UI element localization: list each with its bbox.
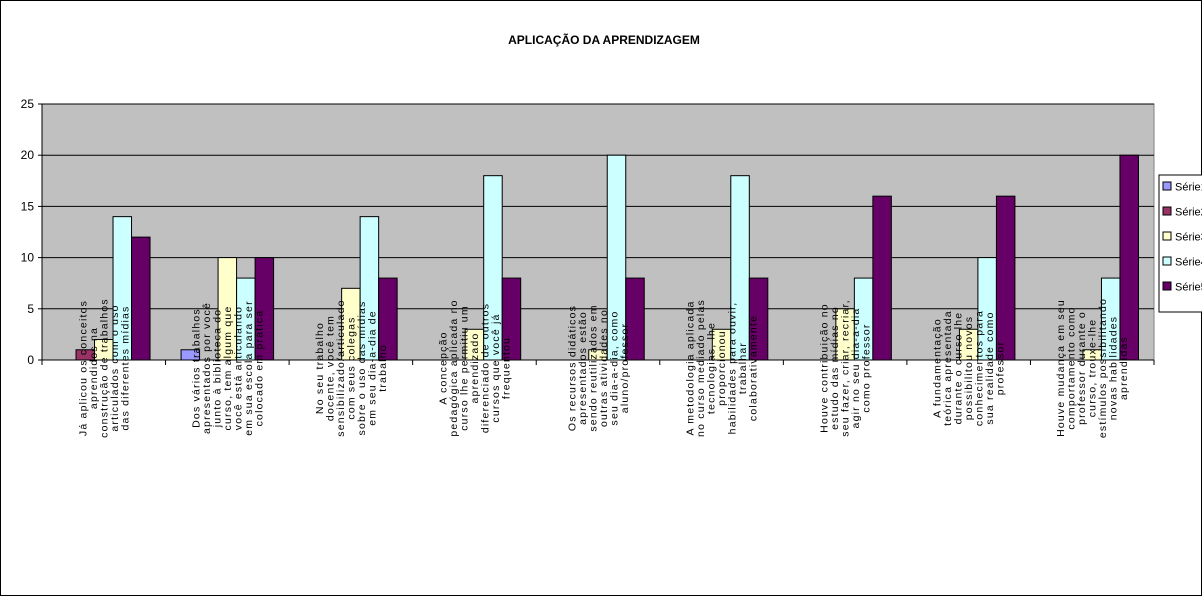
x-tick-label-line: professor (995, 341, 1007, 396)
x-tick-label-line: Dos vários trabalhos (190, 308, 202, 428)
bar-série5-cat8 (995, 195, 1016, 361)
x-tick-label-line: construção de trabalhos (98, 298, 110, 438)
x-tick-label-line: estímulos possibilitando (1097, 298, 1109, 438)
x-tick-label-line: outras atividades no (598, 309, 610, 427)
x-tick-label-line: A fundamentação (932, 318, 944, 418)
x-tick-label-line: A metodologia aplicada (685, 301, 697, 436)
legend-swatch-série4 (1162, 256, 1172, 266)
x-tick-label-line: curso lhe permitiu um (458, 305, 470, 431)
x-tick-label-line: pedagógica aplicada no (448, 299, 460, 436)
bar-série5-cat9 (1119, 154, 1139, 361)
x-tick-label-line: possibilitou novos (963, 316, 975, 420)
x-tick-label-line: como professor (861, 323, 873, 412)
x-tick-label-line: apresentados estão (577, 311, 589, 425)
y-tick-label: 20 (21, 148, 35, 162)
legend-label-série3: Série3 (1175, 232, 1202, 244)
bar-série5-cat7 (872, 195, 892, 361)
x-tick-label-line: aluno/professor (619, 323, 631, 413)
x-tick-label-line: proporcionou (716, 330, 728, 406)
x-tick-label-line: teórica apresentada (942, 310, 954, 426)
x-tick-label-line: em seu dia-a-dia de (366, 310, 378, 426)
x-tick-label-line: sua realidade como (984, 311, 996, 424)
x-tick-label-line: No seu trabalho (314, 322, 326, 414)
x-tick-label-line: Os recursos didáticos (566, 305, 578, 431)
legend-swatch-série5 (1162, 281, 1172, 291)
chart-title: APLICAÇÃO DA APRENDIZAGEM (508, 32, 700, 47)
axes (38, 103, 1155, 365)
legend-swatch-série2 (1162, 206, 1172, 216)
y-tick-label: 10 (21, 251, 35, 265)
x-tick-label-line: trabalhar (737, 342, 749, 394)
x-tick-label-line: articulados com o uso (109, 304, 121, 431)
x-tick-label-line: aprendizado (469, 333, 481, 404)
y-tick-label: 0 (27, 353, 34, 367)
legend: Série1 Série2 Série3 Série4 Série5 (1158, 174, 1202, 313)
x-tick-label-line: Houve contribuição no (819, 303, 831, 433)
x-tick-label-line: seu fazer, criar, recriar, (840, 299, 852, 436)
x-tick-label-line: docente, você tem (324, 315, 336, 421)
x-tick-label-line: no curso mediado pelas (695, 299, 707, 437)
legend-label-série1: Série1 (1175, 182, 1202, 194)
legend-swatch-série1 (1162, 181, 1172, 191)
legend-label-série2: Série2 (1175, 207, 1202, 219)
legend-label-série5: Série5 (1175, 282, 1202, 294)
y-tick-label: 5 (27, 302, 34, 316)
x-tick-label-line: tecnologias, lhe (706, 322, 718, 414)
x-tick-label-line: você está articulando (232, 306, 244, 430)
x-tick-label-line: em sua escola para ser (243, 300, 255, 436)
x-tick-label-line: Já aplicou os conceitos (77, 300, 89, 436)
legend-swatch-série3 (1162, 231, 1172, 241)
x-tick-label-line: agir no seu dia-a-dia (850, 308, 862, 429)
x-tick-label-line: sensibilizado/articulado (335, 299, 347, 436)
x-tick-label-line: colaborativamente (748, 315, 760, 421)
legend-label-série4: Série4 (1175, 257, 1202, 269)
x-tick-label-line: A concepção (437, 331, 449, 404)
x-tick-label-line: conhecimentos para (974, 310, 986, 426)
x-tick-label-line: comportamento como (1066, 306, 1078, 429)
x-tick-label-line: junto à biblioteca do (211, 309, 223, 429)
x-tick-label-line: estudo das mídias no (829, 306, 841, 430)
x-tick-label-line: curso, tem algum que (222, 306, 234, 431)
x-tick-label-line: aprendidos na (88, 327, 100, 409)
x-tick-label-line: seu dia-a-dia, como (608, 310, 620, 425)
x-tick-label-line: trabalho (377, 344, 389, 392)
x-tick-label-line: colocado em prática (253, 310, 265, 427)
x-tick-label-line: das diferentes mídias (119, 305, 131, 430)
y-tick-labels: 0 5 10 15 20 25 (21, 97, 35, 367)
x-tick-label-line: curso, trouxe-lhe (1087, 319, 1099, 418)
x-tick-label-line: novas habilidades (1108, 316, 1120, 420)
x-tick-label-line: com seus colegas (345, 316, 357, 419)
x-tick-label-line: cursos que você já (490, 313, 502, 422)
bar-série5-cat1 (131, 236, 151, 361)
y-tick-label: 15 (21, 199, 35, 213)
x-tick-label-line: durante o curso lhe (953, 312, 965, 425)
x-tick-label-line: sendo reutilizados em (587, 304, 599, 431)
x-tick-label-line: professor durante o (1076, 311, 1088, 425)
x-tick-label-line: Houve mudança em seu (1055, 299, 1067, 437)
x-tick-label-line: aprendidas (1118, 336, 1130, 400)
bars (75, 154, 1139, 361)
y-tick-label: 25 (21, 97, 35, 111)
x-tick-label-line: apresentados por você (201, 302, 213, 434)
x-tick-label-line: sobre o uso das mídias (356, 301, 368, 436)
x-tick-label-line: habilidades para ouvir, (727, 302, 739, 435)
x-tick-label-line: diferenciado de outros (479, 303, 491, 433)
x-tick-label-line: frequentou (500, 337, 512, 399)
